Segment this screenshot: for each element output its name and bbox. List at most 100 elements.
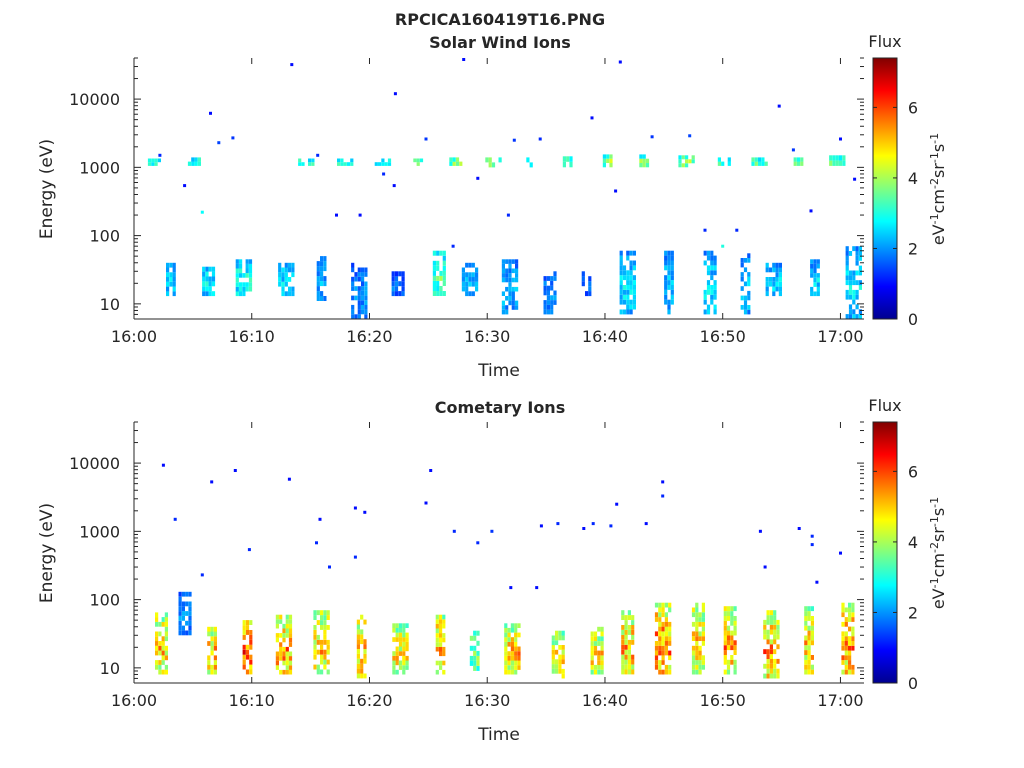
burst-cell bbox=[356, 673, 360, 679]
burst-cell bbox=[316, 634, 320, 640]
burst-cell bbox=[211, 271, 216, 277]
burst-cell bbox=[804, 664, 808, 670]
burst-cell bbox=[320, 610, 324, 616]
burst-cell bbox=[275, 656, 279, 661]
burst-cell bbox=[461, 272, 465, 278]
burst-cell bbox=[245, 649, 250, 655]
burst-cell bbox=[622, 299, 627, 305]
burst-cell bbox=[597, 669, 601, 675]
burst-cell bbox=[851, 626, 855, 632]
burst-cell bbox=[691, 155, 695, 160]
burst-cell bbox=[178, 606, 182, 612]
burst-cell bbox=[602, 154, 606, 159]
burst-cell bbox=[632, 275, 636, 281]
burst-cell bbox=[658, 631, 662, 637]
burst-cell bbox=[632, 299, 636, 305]
burst-cell bbox=[631, 634, 635, 640]
burst-cell bbox=[402, 651, 406, 656]
burst-cell bbox=[706, 265, 711, 271]
burst-cell bbox=[710, 289, 714, 295]
burst-cell bbox=[343, 162, 347, 166]
burst-cell bbox=[147, 162, 152, 166]
burst-cell bbox=[543, 276, 547, 281]
burst-cell bbox=[279, 646, 283, 652]
burst-cell bbox=[213, 641, 217, 646]
burst-cell bbox=[313, 639, 317, 645]
burst-cell bbox=[701, 617, 705, 622]
burst-cell bbox=[245, 263, 249, 269]
burst-cell bbox=[311, 162, 315, 166]
sparse-point-2 bbox=[209, 111, 212, 115]
burst-cell bbox=[239, 273, 243, 278]
burst-cell bbox=[810, 273, 814, 278]
burst-cell bbox=[405, 660, 409, 666]
burst-cell bbox=[668, 655, 672, 661]
burst-cell bbox=[619, 260, 623, 266]
burst-cell bbox=[800, 161, 804, 166]
burst-4 bbox=[235, 259, 253, 297]
burst-cell bbox=[713, 260, 717, 266]
burst-cell bbox=[313, 615, 317, 620]
burst-cell bbox=[188, 611, 192, 616]
burst-cell bbox=[553, 276, 557, 281]
burst-cell bbox=[773, 673, 777, 679]
burst-cell bbox=[245, 286, 249, 292]
burst-cell bbox=[360, 668, 364, 674]
burst-cell bbox=[766, 610, 770, 616]
burst-34 bbox=[829, 155, 846, 166]
burst-25 bbox=[664, 250, 674, 315]
burst-cell bbox=[155, 636, 159, 642]
burst-18 bbox=[804, 606, 814, 675]
burst-cell bbox=[664, 250, 668, 256]
burst-cell bbox=[769, 619, 773, 625]
burst-cell bbox=[350, 158, 354, 163]
burst-cell bbox=[703, 294, 707, 300]
burst-cell bbox=[181, 601, 185, 607]
sparse-point-10 bbox=[353, 506, 357, 510]
burst-cell bbox=[816, 282, 820, 287]
burst-cell bbox=[621, 630, 625, 635]
burst-cell bbox=[185, 611, 189, 616]
burst-cell bbox=[804, 659, 808, 665]
burst-cell bbox=[667, 255, 671, 261]
burst-cell bbox=[402, 632, 406, 638]
y-axis-label-solar-wind: Energy (eV) bbox=[37, 139, 57, 239]
burst-cell bbox=[202, 266, 206, 272]
colorbar-tick-label: 4 bbox=[908, 169, 918, 188]
burst-cell bbox=[320, 256, 324, 262]
burst-cell bbox=[766, 673, 770, 679]
burst-cell bbox=[664, 280, 668, 285]
burst-cell bbox=[284, 291, 288, 297]
burst-3 bbox=[242, 620, 253, 675]
burst-cell bbox=[213, 626, 217, 632]
burst-cell bbox=[461, 281, 465, 287]
burst-cell bbox=[717, 157, 721, 162]
burst-cell bbox=[504, 623, 508, 628]
burst-cell bbox=[706, 280, 711, 285]
burst-cell bbox=[161, 617, 165, 622]
burst-cell bbox=[439, 651, 443, 657]
burst-cell bbox=[468, 262, 472, 268]
sparse-point-12 bbox=[353, 555, 357, 559]
burst-cell bbox=[323, 625, 327, 630]
burst-cell bbox=[813, 259, 817, 264]
burst-cell bbox=[733, 620, 737, 626]
burst-cell bbox=[743, 258, 748, 263]
burst-cell bbox=[639, 163, 643, 168]
burst-cell bbox=[154, 162, 158, 166]
y-tick-label: 100 bbox=[89, 591, 120, 610]
burst-cell bbox=[402, 665, 406, 670]
burst-cell bbox=[590, 655, 594, 661]
sparse-point-24 bbox=[703, 228, 707, 232]
burst-cell bbox=[621, 654, 625, 660]
burst-cell bbox=[508, 259, 512, 264]
burst-cell bbox=[851, 664, 855, 670]
burst-cell bbox=[465, 277, 469, 282]
burst-cell bbox=[713, 280, 717, 285]
burst-cell bbox=[658, 602, 662, 608]
burst-cell bbox=[392, 669, 396, 675]
burst-cell bbox=[504, 641, 508, 647]
burst-cell bbox=[510, 623, 514, 628]
burst-cell bbox=[550, 276, 554, 281]
burst-cell bbox=[845, 255, 849, 261]
